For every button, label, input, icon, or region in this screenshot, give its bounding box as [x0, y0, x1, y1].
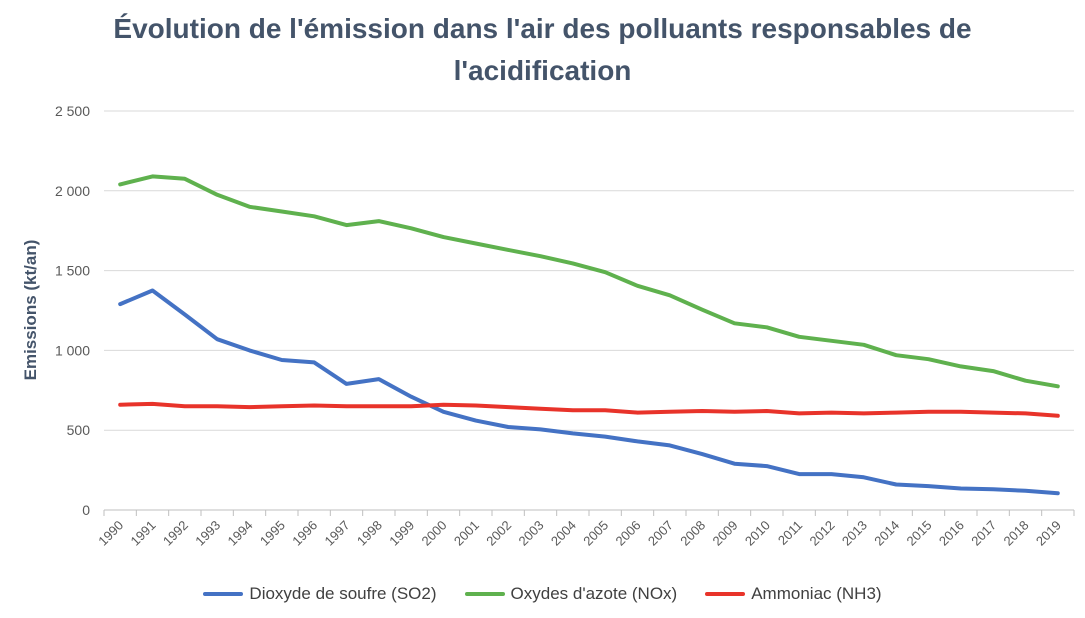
x-tick-label: 2011 [775, 518, 805, 548]
y-tick-label: 500 [67, 422, 91, 438]
chart-title-line-1: Évolution de l'émission dans l'air des p… [113, 13, 972, 44]
x-tick-label: 2003 [516, 518, 547, 549]
x-tick-label: 1992 [160, 518, 191, 549]
legend-swatch [464, 592, 505, 596]
series-lines [118, 174, 1060, 496]
x-tick-label: 2002 [483, 518, 514, 549]
x-tick-label: 2012 [807, 518, 838, 549]
x-tick-label: 2019 [1033, 518, 1064, 549]
x-tick-label: 1993 [192, 518, 223, 549]
chart-title-line-2: l'acidification [453, 55, 632, 86]
x-tick-label: 1994 [225, 518, 256, 549]
x-tick-label: 2014 [871, 518, 902, 549]
legend-label: Dioxyde de soufre (SO2) [249, 584, 437, 603]
legend-label: Ammoniac (NH3) [751, 584, 882, 603]
x-tick-label: 2013 [839, 518, 870, 549]
series-line-dioxyde-de-soufre-so2 [118, 288, 1060, 496]
x-tick-label: 2017 [968, 518, 999, 549]
x-tick-label: 2001 [451, 518, 482, 549]
x-tick-label: 1998 [354, 518, 385, 549]
legend-swatch [705, 592, 746, 596]
x-tick-label: 2009 [710, 518, 741, 549]
x-tick-label: 2016 [936, 518, 967, 549]
x-tick-label: 2008 [677, 518, 708, 549]
x-tick-label: 2005 [580, 518, 611, 549]
x-tick-label: 2015 [904, 518, 935, 549]
series-line-ammoniac-nh3 [118, 401, 1060, 418]
gridlines [104, 110, 1074, 431]
x-tick-labels: 1990 1991 1992 1993 1994 1995 1996 1997 1998 1999… [95, 518, 1064, 549]
x-tick-label: 2010 [742, 518, 773, 549]
x-tick-label: 2000 [419, 518, 450, 549]
x-tick-label: 2004 [548, 518, 579, 549]
y-axis-label: Emissions (kt/an) [21, 240, 40, 381]
axes [103, 509, 1075, 516]
legend-item-ammoniac-nh3: Ammoniac (NH3) [705, 584, 882, 604]
legend-swatch [203, 592, 244, 596]
y-tick-label: 1 000 [55, 342, 90, 358]
y-tick-label: 0 [82, 502, 90, 518]
y-tick-labels: 0 500 1 000 1 500 2 000 2 500 [55, 103, 90, 518]
x-tick-label: 1997 [322, 518, 353, 549]
series-line-oxydes-d-azote-nox [118, 174, 1060, 389]
legend: Dioxyde de soufre (SO2) Oxydes d'azote (N… [0, 580, 1085, 608]
legend-label: Oxydes d'azote (NOx) [510, 584, 678, 603]
legend-item-oxydes-d-azote-nox: Oxydes d'azote (NOx) [464, 584, 678, 604]
x-tick-label: 1999 [386, 518, 417, 549]
y-tick-label: 2 500 [55, 103, 90, 119]
x-tick-label: 2018 [1001, 518, 1032, 549]
x-tick-label: 2006 [613, 518, 644, 549]
x-tick-label: 1995 [257, 518, 288, 549]
x-tick-label: 1990 [95, 518, 126, 549]
y-tick-label: 1 500 [55, 263, 90, 279]
x-tick-label: 2007 [645, 518, 676, 549]
chart-title: Évolution de l'émission dans l'air des p… [40, 8, 1045, 92]
x-tick-label: 1991 [128, 518, 159, 549]
x-tick-label: 1996 [289, 518, 320, 549]
y-tick-label: 2 000 [55, 183, 90, 199]
legend-item-dioxyde-de-soufre-so2: Dioxyde de soufre (SO2) [203, 584, 437, 604]
